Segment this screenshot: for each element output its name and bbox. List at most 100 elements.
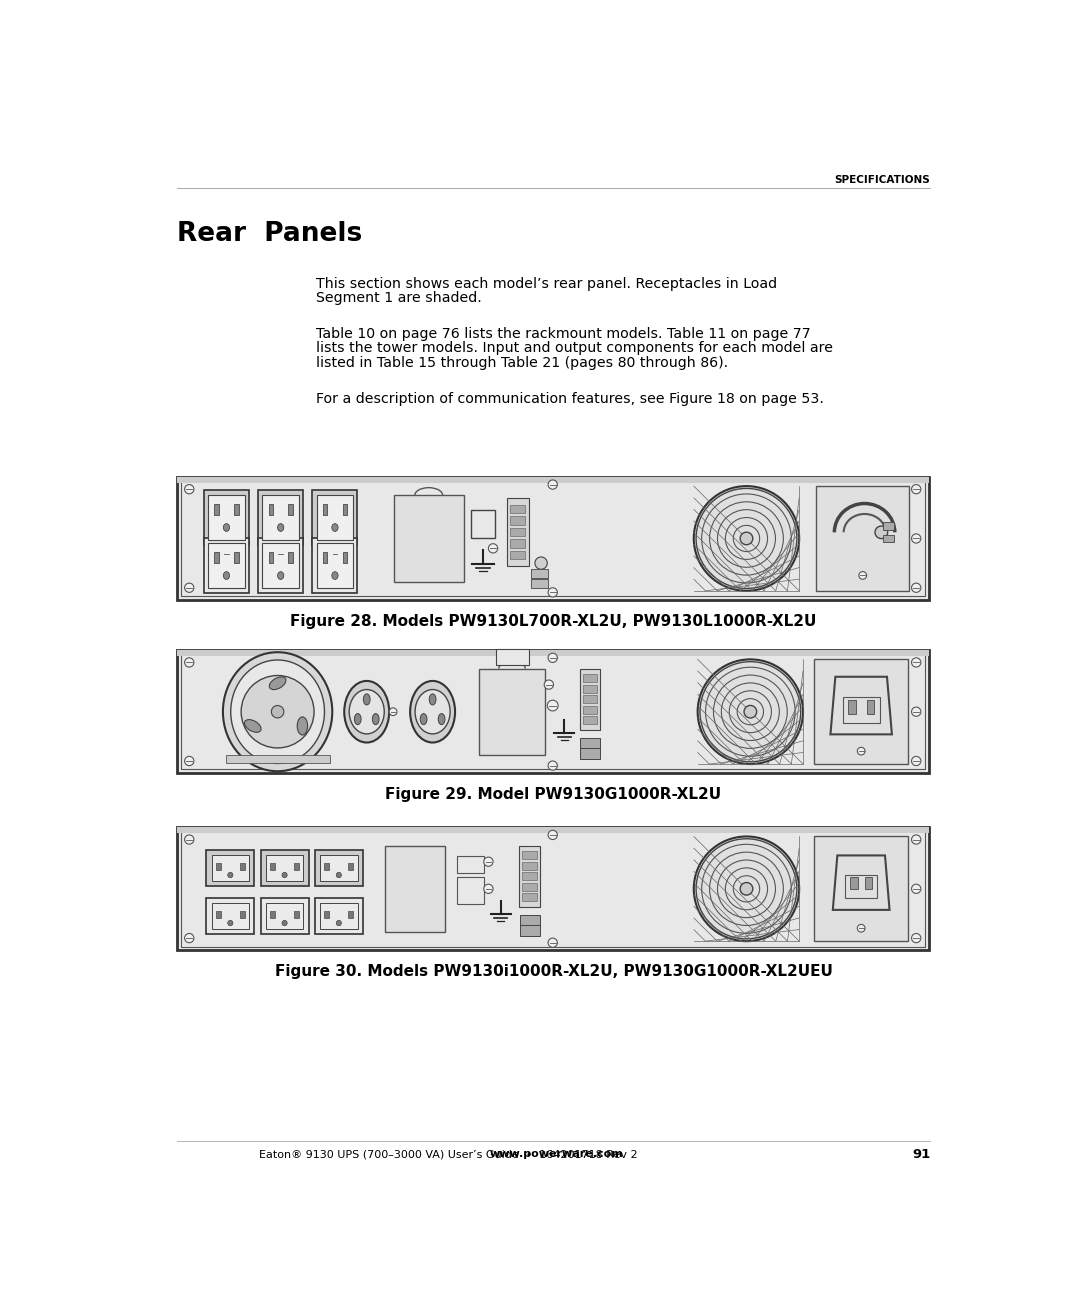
Circle shape [859, 572, 866, 579]
Bar [320, 855, 357, 881]
Bar [320, 903, 357, 928]
Ellipse shape [363, 694, 370, 705]
Ellipse shape [228, 920, 233, 926]
Circle shape [548, 760, 557, 771]
Ellipse shape [282, 920, 287, 926]
Bar [214, 503, 219, 515]
Bar [583, 674, 597, 682]
Circle shape [912, 884, 921, 893]
Bar [816, 486, 909, 591]
Circle shape [185, 485, 194, 494]
Bar [180, 654, 924, 770]
Bar [349, 863, 353, 871]
Text: Figure 29. Model PW9130G1000R-XL2U: Figure 29. Model PW9130G1000R-XL2U [386, 788, 721, 802]
Text: Figure 30. Models PW9130i1000R-XL2U, PW9130G1000R-XL2UEU: Figure 30. Models PW9130i1000R-XL2U, PW9… [274, 965, 833, 979]
Bar [266, 855, 303, 881]
Bar [212, 855, 249, 881]
Bar [510, 517, 526, 524]
Bar [523, 872, 537, 880]
Circle shape [912, 583, 921, 593]
Ellipse shape [373, 713, 379, 725]
Bar [270, 911, 275, 919]
Bar [177, 477, 929, 482]
Ellipse shape [231, 659, 324, 763]
Ellipse shape [269, 676, 286, 690]
Ellipse shape [222, 652, 333, 771]
Bar [580, 669, 600, 730]
Bar [580, 738, 600, 749]
Circle shape [185, 835, 194, 844]
Bar [510, 551, 526, 560]
Bar [266, 903, 303, 928]
Bar [323, 503, 327, 515]
Circle shape [185, 756, 194, 766]
Text: Eaton® 9130 UPS (700–3000 VA) User’s Guide  •  164201718 Rev 2: Eaton® 9130 UPS (700–3000 VA) User’s Gui… [259, 1150, 645, 1159]
Text: Segment 1 are shaded.: Segment 1 are shaded. [316, 291, 482, 305]
Bar [523, 851, 537, 859]
Circle shape [744, 705, 757, 718]
Ellipse shape [332, 572, 338, 579]
Bar [471, 510, 495, 538]
Circle shape [912, 835, 921, 844]
Ellipse shape [336, 872, 341, 878]
Bar [240, 911, 245, 919]
Bar [523, 861, 537, 869]
Bar [262, 494, 299, 540]
Circle shape [222, 549, 230, 557]
Circle shape [912, 485, 921, 494]
Bar [580, 747, 600, 759]
Bar [316, 494, 353, 540]
Bar [507, 498, 529, 566]
Circle shape [185, 933, 194, 943]
Circle shape [912, 658, 921, 667]
Bar [314, 850, 363, 886]
Bar [269, 503, 273, 515]
Ellipse shape [354, 713, 361, 725]
Bar [384, 846, 445, 932]
Ellipse shape [297, 717, 308, 735]
Circle shape [740, 882, 753, 895]
Circle shape [548, 830, 557, 839]
Bar [214, 552, 219, 562]
Ellipse shape [415, 690, 450, 734]
Bar [208, 543, 245, 589]
Circle shape [912, 534, 921, 543]
Bar [521, 924, 540, 936]
Text: SPECIFICATIONS: SPECIFICATIONS [835, 176, 930, 185]
Bar [258, 490, 303, 545]
Bar [260, 898, 309, 933]
Circle shape [858, 924, 865, 932]
Bar [866, 700, 875, 714]
Bar [394, 496, 463, 582]
Bar [846, 874, 877, 898]
Bar [212, 903, 249, 928]
Bar [177, 477, 929, 600]
Text: www.powerware.com: www.powerware.com [490, 1150, 624, 1159]
Bar [521, 915, 540, 926]
Bar [294, 911, 299, 919]
Bar [216, 863, 220, 871]
Text: listed in Table 15 through Table 21 (pages 80 through 86).: listed in Table 15 through Table 21 (pag… [316, 357, 729, 370]
Circle shape [241, 675, 314, 749]
Circle shape [740, 532, 753, 545]
Bar [312, 538, 357, 594]
Bar [814, 836, 908, 941]
Bar [180, 481, 924, 597]
Bar [583, 695, 597, 703]
Bar [234, 503, 239, 515]
Bar [458, 856, 484, 873]
Bar [842, 697, 879, 722]
Bar [324, 911, 329, 919]
Bar [510, 505, 526, 514]
Bar [510, 539, 526, 548]
Bar [314, 898, 363, 933]
Bar [258, 538, 303, 594]
Ellipse shape [228, 872, 233, 878]
Circle shape [912, 756, 921, 766]
Bar [177, 827, 929, 834]
Bar [510, 527, 526, 536]
Bar [234, 552, 239, 562]
Bar [177, 650, 929, 657]
Bar [342, 552, 347, 562]
Bar [523, 893, 537, 901]
